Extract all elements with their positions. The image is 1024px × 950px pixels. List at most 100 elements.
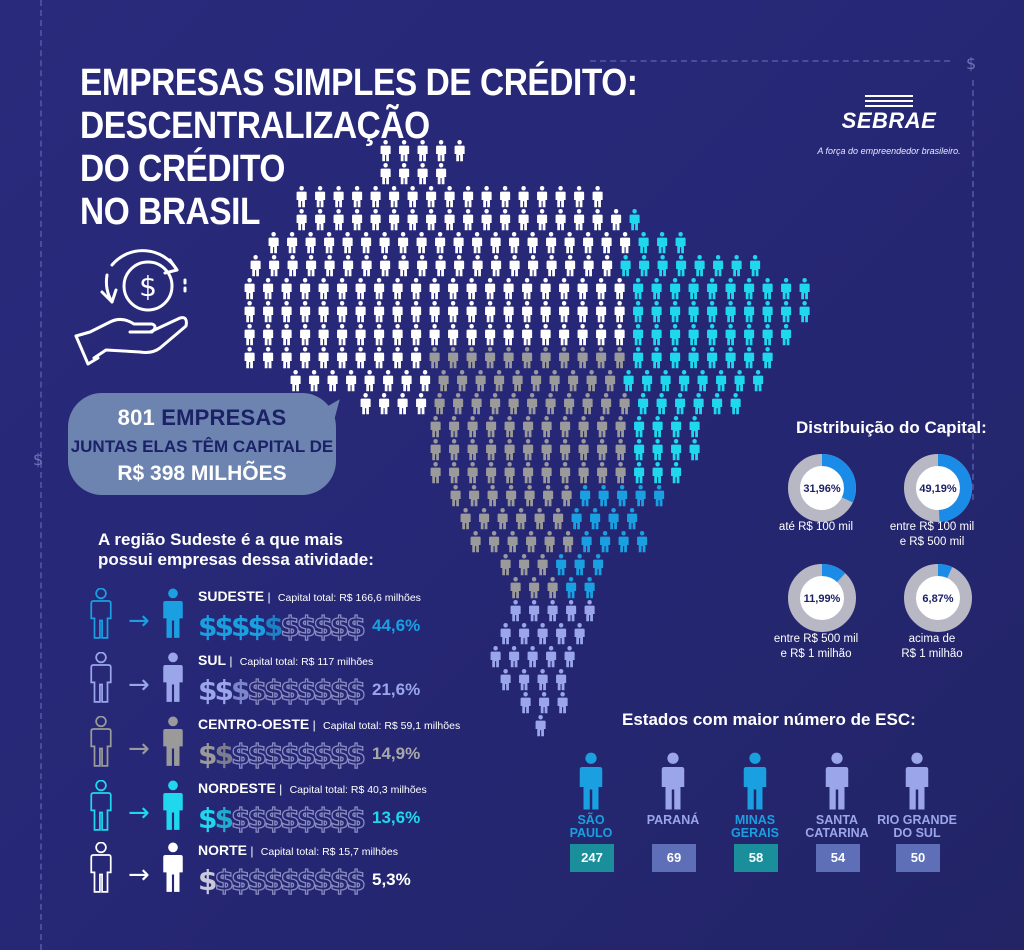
region-capital: Capital total: R$ 15,7 milhões	[260, 846, 398, 858]
map-person-icon	[411, 301, 422, 323]
map-person-icon	[337, 347, 348, 369]
map-person-icon	[411, 347, 422, 369]
dollar-icon: $	[247, 863, 268, 897]
state-name-line: PARANÁ	[646, 813, 700, 827]
person-filled-icon	[163, 588, 183, 638]
map-person-icon	[574, 209, 585, 231]
dollar-icon: $	[33, 450, 44, 469]
map-person-icon	[556, 554, 567, 576]
donut-caption-line: e R$ 1 milhão	[780, 648, 852, 660]
dollar-icon: $	[346, 801, 367, 835]
map-person-icon	[574, 186, 585, 208]
map-person-icon	[660, 370, 671, 392]
dollar-icon: $	[198, 802, 218, 835]
map-person-icon	[355, 301, 366, 323]
map-person-icon	[583, 255, 594, 277]
map-person-icon	[731, 255, 742, 277]
map-person-icon	[762, 324, 773, 346]
region-row-sul: → SUL | Capital total: R$ 117 milhões $$$$…	[90, 652, 450, 712]
map-person-icon	[509, 255, 520, 277]
map-person-icon	[557, 692, 568, 714]
map-person-icon	[250, 255, 261, 277]
map-person-icon	[309, 370, 320, 392]
map-person-icon	[346, 370, 357, 392]
map-person-icon	[799, 301, 810, 323]
map-person-icon	[392, 324, 403, 346]
map-person-icon	[638, 393, 649, 415]
person-filled-icon	[661, 752, 685, 810]
dollar-icon: $	[329, 609, 350, 643]
map-person-icon	[571, 508, 582, 530]
map-person-icon	[504, 462, 515, 484]
state-count: 247	[570, 844, 614, 872]
map-person-icon	[675, 232, 686, 254]
map-person-icon	[435, 232, 446, 254]
map-person-icon	[529, 577, 540, 599]
map-person-icon	[300, 278, 311, 300]
summary-line-2: JUNTAS ELAS TÊM CAPITAL DE	[70, 437, 334, 456]
map-person-icon	[597, 462, 608, 484]
map-person-icon	[485, 324, 496, 346]
map-person-icon	[534, 508, 545, 530]
map-person-icon	[449, 462, 460, 484]
dollar-icon: $	[230, 801, 251, 835]
map-person-icon	[475, 370, 486, 392]
map-person-icon	[574, 623, 585, 645]
map-person-icon	[615, 439, 626, 461]
summary-capital: R$ 398 MILHÕES	[117, 462, 287, 485]
donut-arc	[904, 454, 972, 522]
map-person-icon	[467, 439, 478, 461]
map-person-icon	[555, 186, 566, 208]
donut-caption-line: e R$ 500 mil	[899, 536, 965, 548]
state-count: 58	[734, 844, 778, 872]
dollar-icon: $	[247, 737, 268, 771]
map-person-icon	[398, 255, 409, 277]
map-person-icon	[430, 416, 441, 438]
map-person-icon	[522, 301, 533, 323]
dollar-scale: $$$$$$$$$$	[198, 737, 367, 771]
map-person-icon	[559, 324, 570, 346]
map-person-icon	[694, 255, 705, 277]
region-percent: 21,6%	[372, 680, 421, 699]
region-row-sudeste: → SUDESTE | Capital total: R$ 166,6 milhõ…	[90, 588, 450, 648]
dollar-icon: $	[214, 610, 234, 643]
map-person-icon	[730, 393, 741, 415]
map-person-icon	[762, 347, 773, 369]
state-name: RIO GRANDE DO SUL	[874, 814, 960, 840]
region-percent: 14,9%	[372, 744, 421, 763]
map-person-icon	[503, 301, 514, 323]
map-person-icon	[592, 186, 603, 208]
state-name: SÃO PAULO	[548, 814, 634, 840]
map-person-icon	[448, 278, 459, 300]
map-person-icon	[652, 439, 663, 461]
map-person-icon	[781, 324, 792, 346]
map-person-icon	[429, 347, 440, 369]
dollar-icon: $	[329, 673, 350, 707]
map-person-icon	[725, 301, 736, 323]
map-person-icon	[263, 347, 274, 369]
map-person-icon	[355, 347, 366, 369]
map-person-icon	[522, 278, 533, 300]
map-person-icon	[263, 301, 274, 323]
region-name: NORTE | Capital total: R$ 15,7 milhões	[198, 842, 398, 858]
map-person-icon	[568, 370, 579, 392]
map-person-icon	[306, 255, 317, 277]
map-person-icon	[635, 485, 646, 507]
map-person-icon	[540, 301, 551, 323]
map-person-icon	[429, 278, 440, 300]
map-person-icon	[537, 669, 548, 691]
map-person-icon	[598, 485, 609, 507]
map-person-icon	[707, 347, 718, 369]
map-person-icon	[547, 600, 558, 622]
donut-caption-line: entre R$ 500 mil	[773, 633, 859, 645]
map-person-icon	[448, 301, 459, 323]
decorative-dashed-line-top	[590, 60, 950, 62]
title-line: DO CRÉDITO	[80, 148, 285, 190]
map-person-icon	[642, 370, 653, 392]
map-person-icon	[397, 393, 408, 415]
hand-with-dollar-coin-icon: $	[74, 249, 188, 366]
map-person-icon	[689, 416, 700, 438]
map-person-icon	[688, 324, 699, 346]
region-capital: Capital total: R$ 166,6 milhões	[277, 592, 421, 604]
map-person-icon	[559, 301, 570, 323]
